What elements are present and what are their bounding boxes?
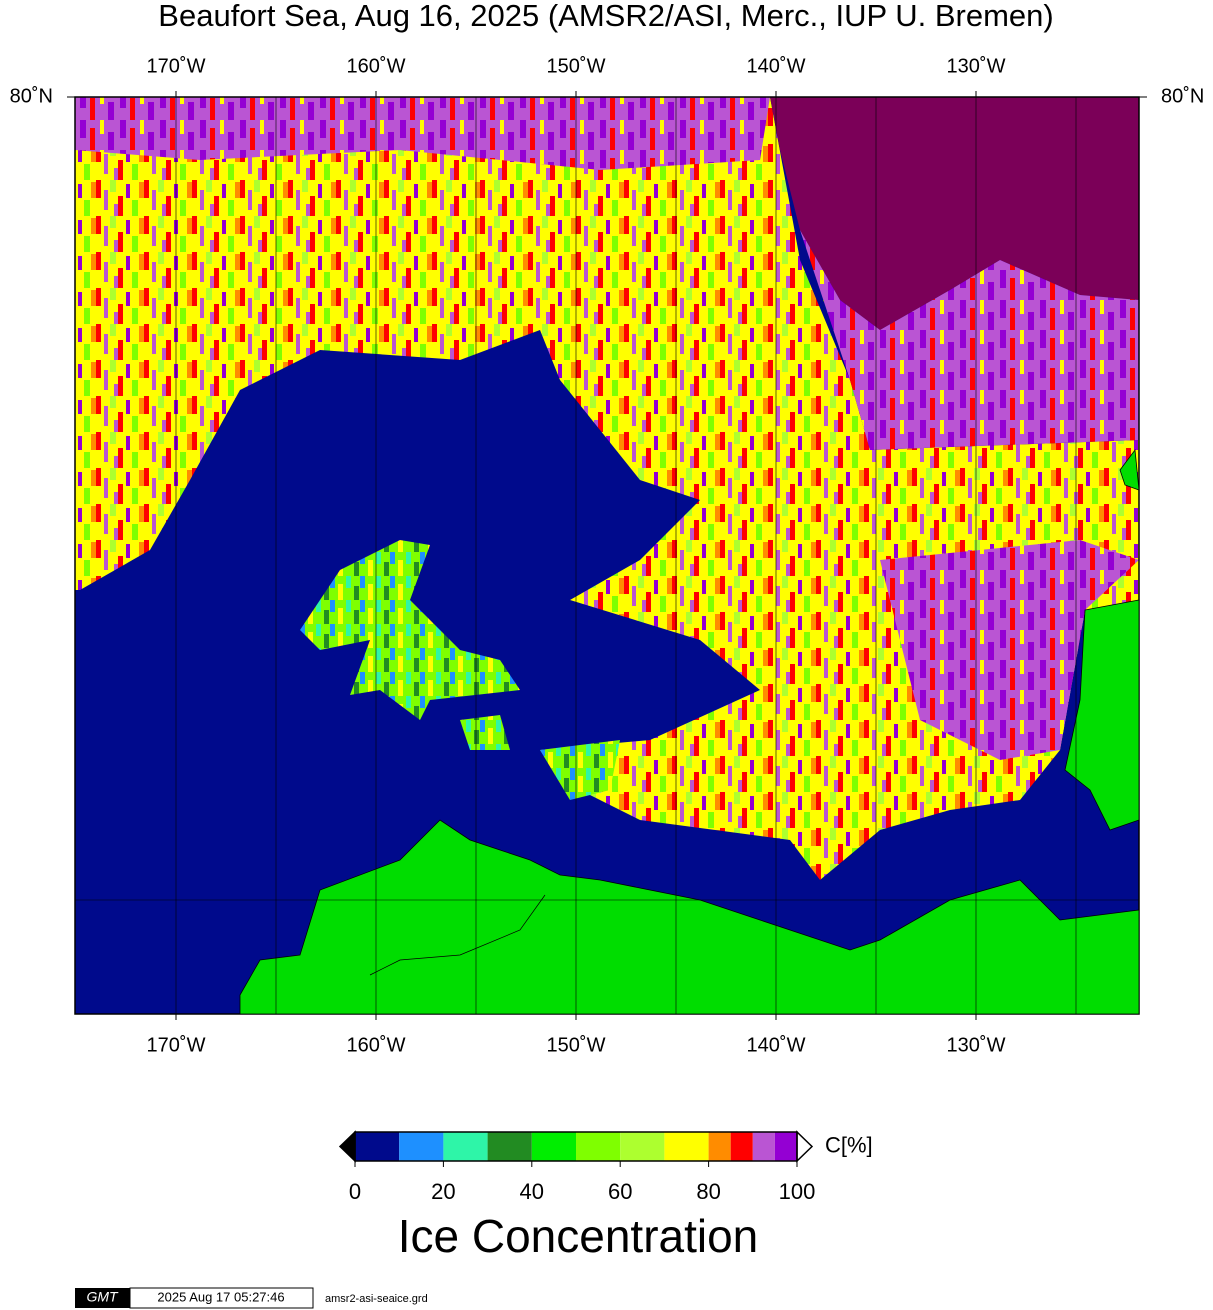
border (369, 894, 546, 976)
colorbar-over (796, 1130, 814, 1163)
x-tick-label: 150˚W (547, 1034, 606, 1056)
x-tick-label: 130˚W (947, 1034, 1006, 1056)
y-tick-label: 80˚N (10, 85, 53, 107)
x-tick-label: 150˚W (547, 55, 606, 77)
logo: GMT (86, 1289, 119, 1305)
colorbar-segment (752, 1132, 775, 1161)
timestamp-box (129, 1287, 314, 1309)
graticule (75, 97, 1139, 1014)
colorbar-title: Ice Concentration (398, 1210, 759, 1262)
colorbar-segment (730, 1132, 753, 1161)
colorbar-segment (774, 1132, 797, 1161)
ice-high (880, 540, 1139, 760)
colorbar-segment (531, 1132, 576, 1161)
ice-pack (75, 97, 1139, 880)
colorbar-tick-label: 0 (349, 1179, 361, 1204)
colorbar-segment (399, 1132, 444, 1161)
colorbar-segment (620, 1132, 665, 1161)
colorbar-segment (355, 1132, 400, 1161)
logo-box (75, 1288, 130, 1308)
file-name: amsr2-asi-seaice.grd (325, 1293, 428, 1305)
colorbar-label: C[%] (825, 1132, 873, 1157)
x-tick-label: 160˚W (347, 55, 406, 77)
footer: GMT 2025 Aug 17 05:27:46 amsr2-asi-seaic… (75, 1287, 428, 1309)
colorbar-segment (708, 1132, 731, 1161)
ice-edge (800, 230, 1139, 450)
x-tick-label: 170˚W (147, 1034, 206, 1056)
colorbar-tick-label: 100 (779, 1179, 816, 1204)
x-tick-label: 130˚W (947, 55, 1006, 77)
colorbar-segment (664, 1132, 709, 1161)
land-island (1119, 448, 1140, 491)
land-alaska (239, 819, 1140, 1015)
x-tick-label: 160˚W (347, 1034, 406, 1056)
y-tick-label: 80˚N (1161, 85, 1204, 107)
colorbar-under (338, 1130, 356, 1163)
colorbar-tick-label: 80 (696, 1179, 720, 1204)
colorbar-tick-label: 40 (520, 1179, 544, 1204)
x-tick-label: 140˚W (747, 55, 806, 77)
map-title: Beaufort Sea, Aug 16, 2025 (AMSR2/ASI, M… (158, 0, 1053, 33)
ice-floe (460, 715, 510, 750)
timestamp: 2025 Aug 17 05:27:46 (157, 1289, 284, 1304)
ice-floe (300, 540, 520, 720)
x-tick-label: 140˚W (747, 1034, 806, 1056)
colorbar-segment (487, 1132, 532, 1161)
colorbar-segment (443, 1132, 488, 1161)
ice-floe (540, 740, 620, 800)
ice-high (75, 97, 770, 170)
colorbar-tick-label: 60 (608, 1179, 632, 1204)
x-tick-label: 170˚W (147, 55, 206, 77)
colorbar-segment (576, 1132, 621, 1161)
map-area (74, 96, 1140, 1015)
colorbar-frame (354, 1131, 798, 1162)
ice-full (770, 97, 1139, 330)
colorbar-tick-label: 20 (431, 1179, 455, 1204)
land-canada (1064, 599, 1140, 831)
